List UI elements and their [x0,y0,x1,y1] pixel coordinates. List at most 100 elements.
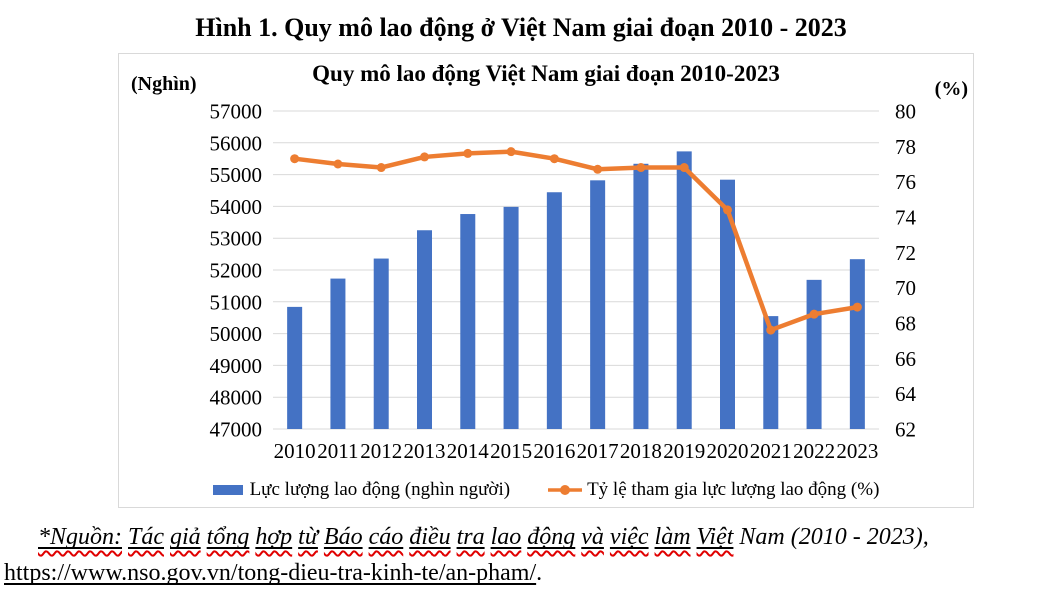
svg-text:2023: 2023 [836,439,878,463]
svg-text:2012: 2012 [360,439,402,463]
point-2013 [420,152,429,162]
svg-text:74: 74 [895,206,917,230]
left-axis-unit-label: (Nghìn) [131,73,197,95]
bar-2012 [373,258,389,429]
chart-frame: 57000 56000 55000 54000 53000 52000 51000 50000… [118,53,974,508]
bar-2020 [720,179,735,429]
source-line1-tail: Nam (2010 - 2023), [739,524,929,550]
point-2019 [679,163,689,173]
legend-line-label: Tỷ lệ tham gia lực lượng lao động (%) [587,479,880,500]
legend-line-marker [548,484,583,496]
point-2023 [852,302,862,312]
chart-legend: Lực lượng lao động (nghìn người) Tỷ lệ t… [119,477,973,503]
svg-text:64: 64 [895,382,917,406]
source-word: từ [298,524,318,550]
svg-text:66: 66 [895,347,916,371]
svg-text:49000: 49000 [210,354,263,378]
bar-2010 [287,306,303,429]
svg-text:2013: 2013 [404,439,446,463]
bar-2019 [676,151,692,430]
participation-rate-line [292,149,860,333]
source-word: cáo [368,524,404,550]
source-url-period: . [536,560,543,586]
svg-text:76: 76 [895,170,916,194]
labor-chart-canvas: 57000 56000 55000 54000 53000 52000 51000 50000… [210,100,917,464]
point-2014 [463,148,473,158]
legend-bar-swatch [212,485,243,495]
svg-text:2019: 2019 [663,439,705,463]
bar-2017 [590,180,606,429]
point-2021 [766,325,776,335]
svg-text:2017: 2017 [577,439,619,463]
point-2022 [809,309,819,319]
point-2020 [723,205,732,215]
svg-text:62: 62 [895,418,916,442]
source-word: tổng [206,524,250,550]
legend-bar-label: Lực lượng lao động (nghìn người) [249,479,511,500]
bar-2016 [546,192,562,429]
source-line-1: *Nguồn: Tác giả tổng hợp từ Báo cáo điều… [0,519,1042,555]
bar-2022 [806,279,822,429]
point-2010 [290,154,300,164]
svg-text:2014: 2014 [447,439,490,463]
bar-2011 [330,278,346,429]
svg-text:48000: 48000 [210,386,263,410]
source-word: hợp [255,524,293,550]
svg-text:47000: 47000 [210,418,263,442]
bar-2015 [503,206,519,429]
svg-text:2020: 2020 [707,439,749,463]
svg-text:52000: 52000 [210,259,263,283]
point-2018 [636,163,646,173]
svg-text:2015: 2015 [490,439,532,463]
x-axis-ticks: 2010 2011 2012 2013 2014 2015 2016 2017 2018 2019… [274,439,879,463]
bar-2023 [849,259,865,429]
svg-text:54000: 54000 [210,195,263,219]
source-url-link[interactable]: https://www.nso.gov.vn/tong-dieu-tra-kin… [4,560,537,586]
figure-caption: Hình 1. Quy mô lao động ở Việt Nam giai … [195,13,847,42]
point-2012 [376,163,386,173]
bar-series [287,151,865,430]
source-word: Báo [323,524,363,550]
bar-2013 [417,230,432,429]
point-2015 [506,147,516,157]
right-axis-unit-label: (%) [934,78,968,100]
point-2011 [333,159,343,169]
line-markers [290,147,862,335]
left-axis-ticks: 57000 56000 55000 54000 53000 52000 51000 50000… [210,100,263,442]
source-word: làm [654,524,691,550]
svg-text:78: 78 [895,135,916,159]
bar-2018 [633,163,649,429]
source-word: và [581,524,604,550]
svg-text:55000: 55000 [210,163,263,187]
svg-text:2018: 2018 [620,439,662,463]
point-2016 [549,154,559,164]
svg-text:70: 70 [895,276,916,300]
source-word: Tác [128,524,164,550]
bar-2021 [763,316,779,429]
svg-text:51000: 51000 [210,290,263,314]
source-word: điều [409,524,451,550]
svg-text:2016: 2016 [533,439,575,463]
svg-text:80: 80 [895,100,916,124]
svg-text:57000: 57000 [210,100,263,124]
source-word: động [527,524,576,550]
svg-text:56000: 56000 [210,131,263,155]
source-word: giả [170,524,201,550]
source-word: *Nguồn: [38,524,122,550]
source-word: Việt [696,524,734,550]
point-2017 [593,164,603,174]
svg-text:2022: 2022 [793,439,835,463]
svg-text:53000: 53000 [210,227,263,251]
source-word: lao [490,524,522,550]
svg-text:2011: 2011 [317,439,358,463]
right-axis-ticks: 80 78 76 74 72 70 68 66 64 62 [895,100,917,442]
bar-2014 [460,214,476,429]
source-note: *Nguồn: Tác giả tổng hợp từ Báo cáo điều… [0,519,1042,591]
gridlines [273,110,879,430]
svg-text:68: 68 [895,312,916,336]
svg-text:50000: 50000 [210,322,263,346]
svg-text:72: 72 [895,241,916,265]
source-word: tra [456,524,485,550]
source-word: việc [609,524,649,550]
svg-text:2010: 2010 [274,439,316,463]
